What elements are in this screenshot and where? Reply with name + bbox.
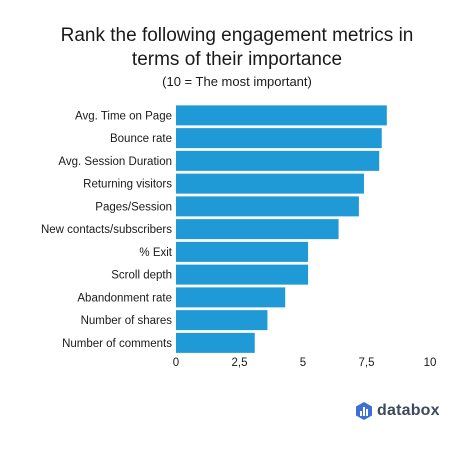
bar-7 — [176, 264, 309, 285]
category-label-0: Avg. Time on Page — [75, 110, 172, 122]
x-tick-label-1: 2,5 — [232, 357, 248, 369]
databox-logo-text: databox — [377, 402, 440, 419]
bar-5 — [176, 219, 339, 240]
category-label-3: Returning visitors — [83, 179, 172, 191]
x-tick-label-4: 10 — [424, 357, 437, 369]
category-label-9: Number of shares — [81, 315, 173, 327]
chart-subtitle: (10 = The most important) — [162, 74, 312, 89]
x-tick-label-0: 0 — [173, 357, 179, 369]
bar-3 — [176, 173, 364, 194]
chart-title-line-2: terms of their importance — [131, 49, 343, 70]
x-tick-label-2: 5 — [300, 357, 306, 369]
category-label-4: Pages/Session — [95, 201, 172, 213]
bar-8 — [176, 287, 286, 308]
category-label-10: Number of comments — [62, 338, 172, 350]
chart-title: Rank the following engagement metrics in… — [0, 24, 474, 72]
bar-10 — [176, 332, 255, 353]
bar-9 — [176, 310, 268, 331]
category-label-6: % Exit — [139, 247, 172, 259]
bar-2 — [176, 150, 380, 171]
x-tick-label-3: 7,5 — [359, 357, 375, 369]
databox-logo: databox — [355, 402, 440, 420]
databox-logo-icon — [356, 402, 372, 420]
bar-0 — [176, 105, 387, 126]
category-label-7: Scroll depth — [111, 270, 172, 282]
category-label-1: Bounce rate — [110, 133, 172, 145]
category-label-5: New contacts/subscribers — [41, 224, 172, 236]
bar-6 — [176, 241, 309, 262]
category-label-2: Avg. Session Duration — [58, 156, 172, 168]
bar-1 — [176, 128, 382, 149]
category-label-8: Abandonment rate — [77, 292, 172, 304]
bar-4 — [176, 196, 359, 217]
chart-title-line-1: Rank the following engagement metrics in — [60, 25, 414, 46]
